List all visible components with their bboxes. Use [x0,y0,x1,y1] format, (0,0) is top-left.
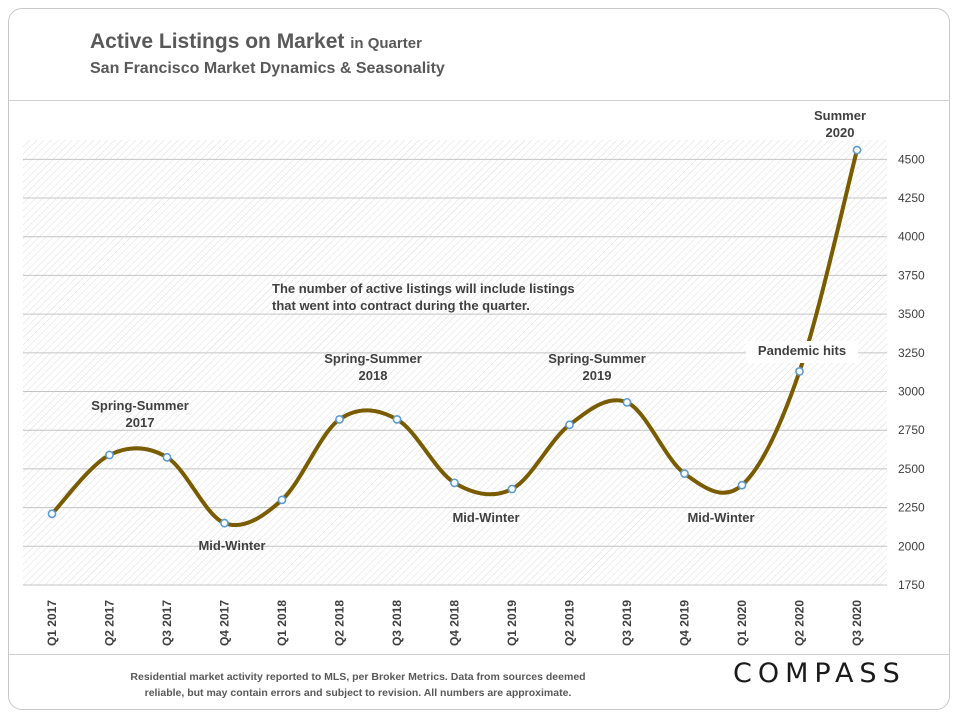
y-tick-label: 3000 [898,385,925,399]
data-point [162,452,172,462]
y-tick-label: 4000 [898,230,925,244]
x-tick-label: Q1 2018 [275,600,289,646]
data-point [220,518,229,528]
title-suffix: in Quarter [350,35,422,52]
annotation-midwinter3: Mid-Winter [687,510,754,525]
annotation-spring2018: 2018 [359,368,388,383]
y-tick-label: 3500 [898,307,925,321]
y-tick-label: 4500 [898,152,925,166]
annotation-spring2019: Spring-Summer [548,351,646,366]
data-point [47,509,57,519]
x-tick-label: Q2 2017 [103,600,117,646]
data-point [335,414,344,424]
x-tick-label: Q2 2018 [333,600,347,646]
annotation-note: that went into contract during the quart… [272,298,530,313]
annotation-spring2018: Spring-Summer [324,351,422,366]
x-tick-label: Q1 2020 [735,600,749,646]
y-tick-label: 2500 [898,462,925,476]
y-tick-label: 4250 [898,191,925,205]
annotation-summer2020: Summer [814,108,866,123]
data-point [507,484,517,494]
annotation-summer2020: 2020 [826,125,855,140]
y-tick-label: 2750 [898,423,925,437]
annotation-spring2019: 2019 [583,368,612,383]
footer-divider [9,654,950,655]
chart-subtitle: San Francisco Market Dynamics & Seasonal… [90,60,445,77]
footnote: Residential market activity reported to … [88,669,628,701]
annotation-spring2017: 2017 [126,415,155,430]
x-tick-label: Q3 2020 [850,600,864,646]
annotation-spring2017: Spring-Summer [91,398,189,413]
x-tick-label: Q2 2020 [793,600,807,646]
x-tick-label: Q3 2019 [620,600,634,646]
data-point [795,366,804,376]
title-main: Active Listings on Market [90,30,345,53]
annotation-pandemic: Pandemic hits [758,343,846,358]
data-point [392,414,402,424]
x-tick-label: Q1 2017 [45,600,59,646]
y-tick-label: 1750 [898,578,925,592]
y-tick-label: 2250 [898,501,925,515]
header-divider [9,100,950,101]
plot-hatch [23,140,887,585]
annotation-note: The number of active listings will inclu… [272,281,575,296]
data-point [565,420,574,430]
annotation-background [746,341,858,363]
x-tick-label: Q2 2019 [563,600,577,646]
data-point [737,480,747,490]
x-tick-label: Q4 2019 [678,600,692,646]
chart-title: Active Listings on Market in Quarter [90,30,422,54]
data-point [277,495,287,505]
data-point [680,469,689,478]
annotation-midwinter2: Mid-Winter [452,510,519,525]
x-tick-label: Q4 2018 [448,600,462,646]
x-tick-label: Q4 2017 [218,600,232,646]
x-tick-label: Q3 2018 [390,600,404,646]
data-point [105,450,114,460]
compass-logo: COMPASS [733,658,906,689]
data-point [450,478,459,488]
data-point [852,145,862,155]
data-point [622,397,632,407]
x-tick-label: Q3 2017 [160,600,174,646]
footnote-line-2: reliable, but may contain errors and sub… [144,687,572,699]
annotation-midwinter1: Mid-Winter [198,538,265,553]
series-line-active-listings [50,149,859,528]
x-tick-label: Q1 2019 [505,600,519,646]
footnote-line-1: Residential market activity reported to … [130,671,586,683]
y-tick-label: 2000 [898,539,925,553]
y-tick-label: 3250 [898,346,925,360]
y-tick-label: 3750 [898,268,925,282]
